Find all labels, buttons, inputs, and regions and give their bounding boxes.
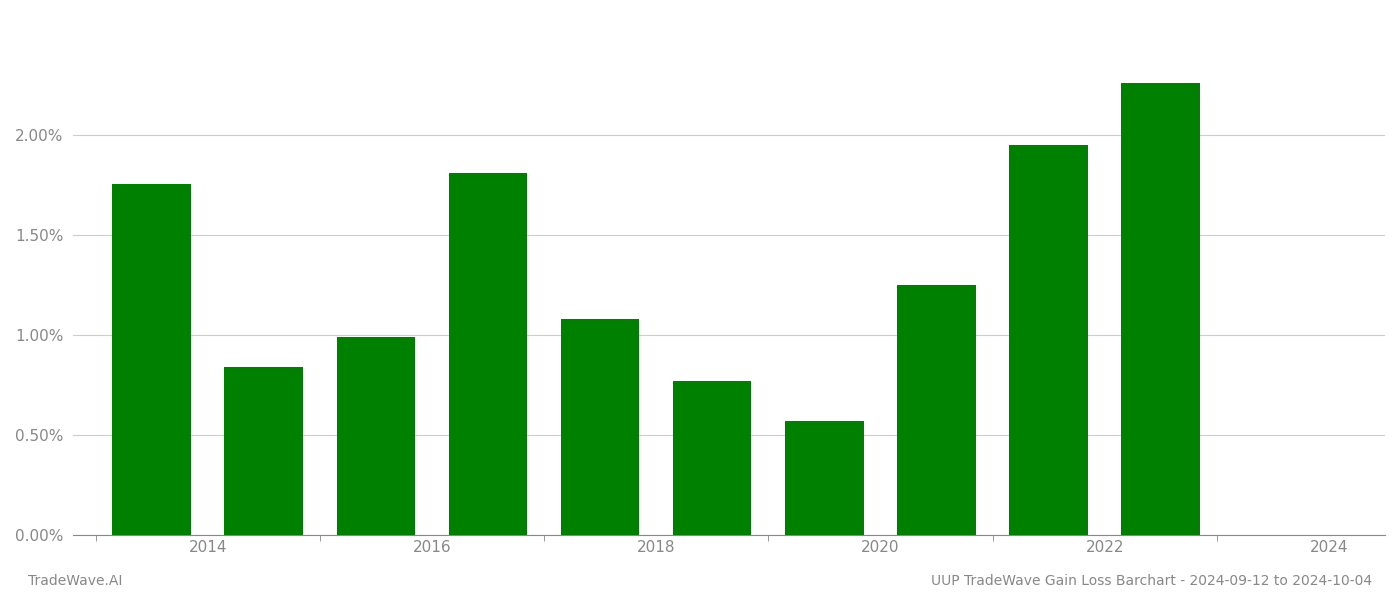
Text: TradeWave.AI: TradeWave.AI <box>28 574 122 588</box>
Bar <box>1009 145 1088 535</box>
Bar <box>112 184 190 535</box>
Bar <box>224 367 302 535</box>
Bar <box>785 421 864 535</box>
Bar <box>897 285 976 535</box>
Bar <box>673 381 752 535</box>
Bar <box>449 173 528 535</box>
Bar <box>561 319 640 535</box>
Bar <box>336 337 414 535</box>
Bar <box>1121 83 1200 535</box>
Text: UUP TradeWave Gain Loss Barchart - 2024-09-12 to 2024-10-04: UUP TradeWave Gain Loss Barchart - 2024-… <box>931 574 1372 588</box>
